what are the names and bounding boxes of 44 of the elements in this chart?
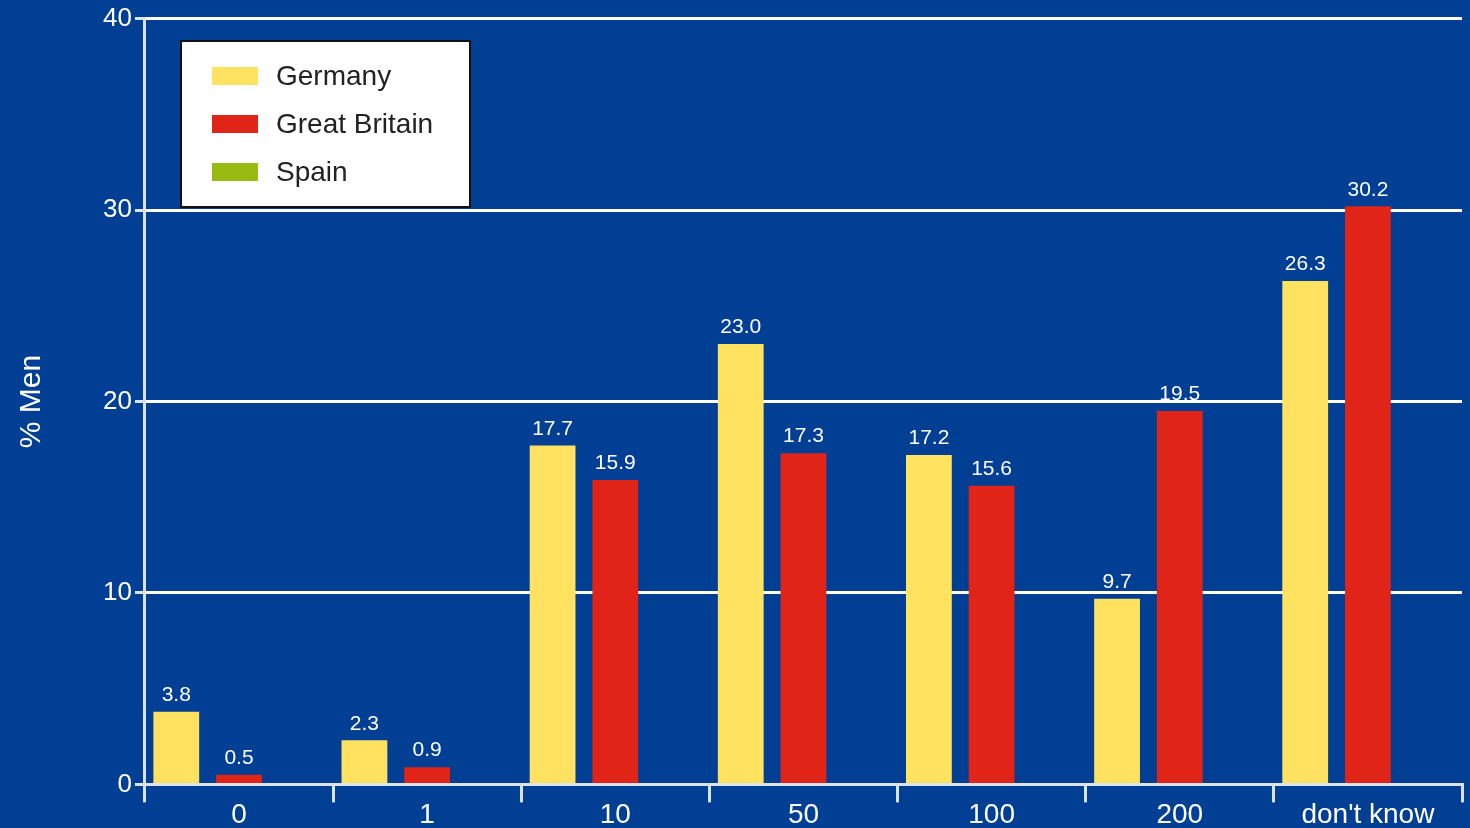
data-label: 26.3 xyxy=(1284,251,1326,275)
bar xyxy=(1345,206,1391,783)
data-label: 17.3 xyxy=(783,423,824,447)
data-label: 17.7 xyxy=(532,415,574,439)
y-tick-label: 40 xyxy=(103,1,132,32)
legend-label: Great Britain xyxy=(276,108,434,140)
bar xyxy=(404,767,451,783)
legend-label: Germany xyxy=(276,60,392,92)
data-label: 3.8 xyxy=(161,681,191,705)
y-tick-label: 30 xyxy=(103,193,132,224)
y-tick-label: 10 xyxy=(103,576,132,607)
x-tick-label: 50 xyxy=(787,797,820,828)
bar xyxy=(216,774,262,783)
bar xyxy=(906,455,952,783)
x-tick-label: don't know xyxy=(1301,797,1436,828)
x-tick-label: 200 xyxy=(1156,797,1204,828)
data-label: 15.9 xyxy=(594,450,636,474)
bar xyxy=(717,344,764,783)
y-tick-label: 20 xyxy=(103,384,132,415)
data-label: 9.7 xyxy=(1102,568,1132,592)
bar xyxy=(153,711,200,783)
x-tick-label: 0 xyxy=(231,797,247,828)
bar xyxy=(529,445,576,783)
data-label: 19.5 xyxy=(1159,381,1201,405)
x-tick-label: 1 xyxy=(419,797,435,828)
y-axis-title: % Men xyxy=(13,354,47,449)
data-label: 30.2 xyxy=(1347,176,1389,200)
data-label: 0.9 xyxy=(412,737,442,761)
bar xyxy=(592,480,639,783)
x-tick-label: 10 xyxy=(599,797,631,828)
data-label: 0.5 xyxy=(224,745,254,769)
data-label: 2.3 xyxy=(349,710,380,734)
x-tick-label: 100 xyxy=(968,797,1015,828)
data-label: 15.6 xyxy=(971,456,1013,480)
legend-label: Spain xyxy=(276,156,348,188)
bar xyxy=(1094,598,1140,783)
bar xyxy=(341,740,388,783)
y-tick-label: 0 xyxy=(117,767,132,798)
bar xyxy=(1282,280,1329,783)
bar xyxy=(1156,411,1203,783)
data-label: 23.0 xyxy=(720,314,762,338)
bar xyxy=(780,453,827,783)
bar xyxy=(968,485,1015,783)
data-label: 17.2 xyxy=(908,425,950,449)
